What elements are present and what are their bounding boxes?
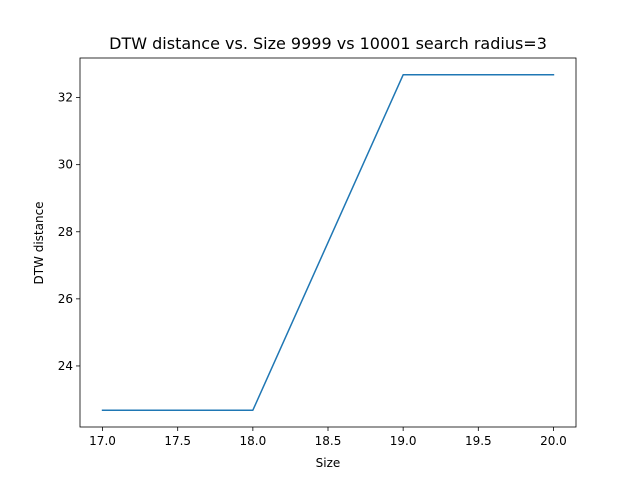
- y-tick-label: 28: [58, 225, 73, 239]
- x-tick-label: 18.0: [239, 434, 266, 448]
- y-tick-label: 32: [58, 91, 73, 105]
- x-tick-label: 20.0: [540, 434, 567, 448]
- x-tick-label: 17.0: [89, 434, 116, 448]
- y-tick-label: 30: [58, 158, 73, 172]
- y-axis-label: DTW distance: [32, 201, 46, 284]
- y-tick-label: 24: [58, 359, 73, 373]
- x-tick-label: 19.5: [465, 434, 492, 448]
- x-tick-label: 18.5: [315, 434, 342, 448]
- x-axis-label: Size: [316, 456, 341, 470]
- y-axis: 24 26 28 30 32: [58, 91, 80, 373]
- series-line-0: [101, 74, 555, 411]
- x-tick-label: 17.5: [164, 434, 191, 448]
- y-tick-label: 26: [58, 292, 73, 306]
- x-axis: 17.0 17.5 18.0 18.5 19.0 19.5 20.0: [89, 427, 567, 448]
- x-tick-label: 19.0: [390, 434, 417, 448]
- chart-title: DTW distance vs. Size 9999 vs 10001 sear…: [109, 34, 547, 53]
